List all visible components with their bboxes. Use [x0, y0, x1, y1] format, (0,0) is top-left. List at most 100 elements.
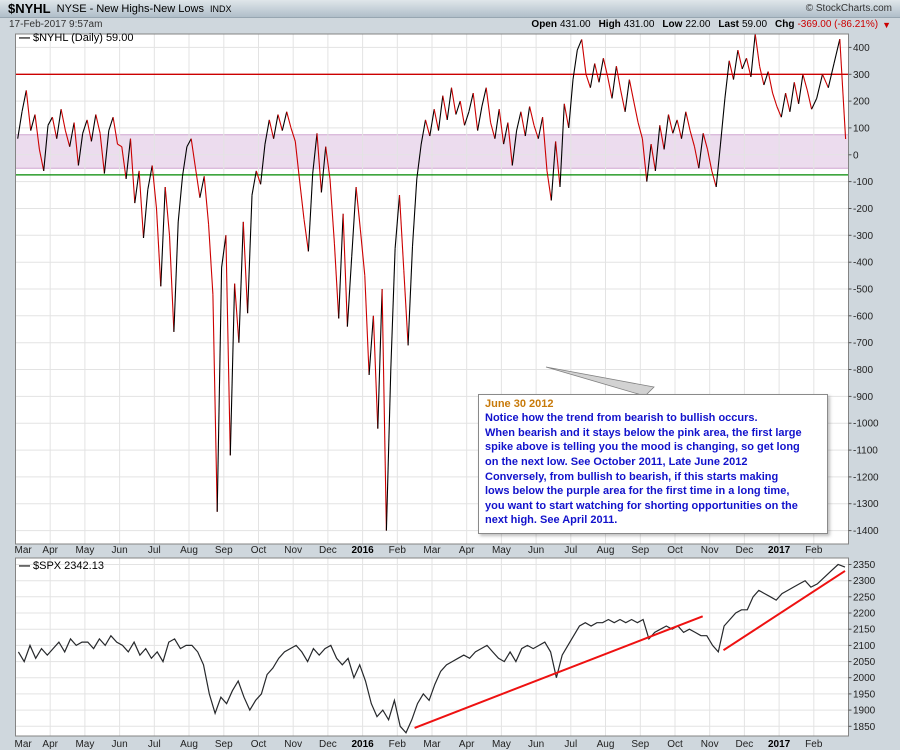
- x-axis-label: Apr: [42, 739, 58, 750]
- x-axis-label: Sep: [215, 739, 233, 750]
- y-axis-label: 100: [853, 123, 870, 134]
- open-label: Open: [531, 19, 557, 30]
- x-axis-label: May: [492, 739, 511, 750]
- high-value: 431.00: [623, 19, 655, 30]
- x-axis-label: Oct: [667, 545, 683, 556]
- y-axis-label: 1950: [853, 689, 876, 700]
- x-axis-label: Mar: [423, 545, 441, 556]
- legend-line-icon: —: [19, 32, 30, 44]
- y-axis-label: 2000: [853, 673, 876, 684]
- y-axis-label: 2250: [853, 592, 876, 603]
- high-label: High: [598, 19, 621, 30]
- y-axis-label: -600: [853, 311, 873, 322]
- down-triangle-icon: ▼: [882, 19, 891, 30]
- x-axis-label: Mar: [15, 545, 33, 556]
- open-quote: Open 431.00: [531, 19, 590, 30]
- x-axis-label: Dec: [736, 545, 754, 556]
- price-series: [17, 563, 846, 734]
- x-axis-label: 2016: [351, 545, 374, 556]
- spx-legend: — $SPX 2342.13: [19, 560, 104, 572]
- y-axis-label: -1300: [853, 499, 879, 510]
- chart-header: $NYHL NYSE - New Highs-New Lows INDX © S…: [0, 0, 900, 18]
- x-axis-label: Jul: [148, 545, 161, 556]
- high-quote: High 431.00: [599, 19, 655, 30]
- y-axis-label: 2100: [853, 641, 876, 652]
- spx-chart: 2350 2300 2250 2200 2150 2100 2050 2000 1950 1900…: [15, 557, 876, 750]
- x-axis-label: Aug: [180, 739, 198, 750]
- y-axis-label: 2050: [853, 657, 876, 668]
- x-axis-label: Jun: [528, 739, 544, 750]
- x-axis-label: Aug: [597, 545, 615, 556]
- y-axis-label: -100: [853, 177, 873, 188]
- open-value: 431.00: [559, 19, 591, 30]
- x-axis-label: 2017: [768, 739, 791, 750]
- date-time: 17-Feb-2017 9:57am: [9, 19, 103, 30]
- chg-value: -369.00 (-86.21%): [797, 19, 879, 30]
- y-axis-label: 1900: [853, 706, 876, 717]
- x-axis-label: Jul: [564, 739, 577, 750]
- last-quote: Last 59.00: [718, 19, 767, 30]
- y-axis-label: 1850: [853, 722, 876, 733]
- exchange-label: INDX: [209, 3, 232, 14]
- y-axis-label: 2300: [853, 576, 876, 587]
- x-axis-label: Oct: [251, 545, 267, 556]
- x-axis-label: Feb: [805, 739, 823, 750]
- x-axis-label: Nov: [284, 545, 302, 556]
- price-series: [17, 33, 847, 531]
- x-axis-label: Feb: [389, 545, 407, 556]
- x-axis-label: Nov: [701, 739, 719, 750]
- low-label: Low: [662, 19, 683, 30]
- low-value: 22.00: [685, 19, 711, 30]
- y-axis-label: -700: [853, 338, 873, 349]
- y-axis-label: 400: [853, 43, 870, 54]
- quote-values: Open 431.00 High 431.00 Low 22.00 Last 59.00…: [523, 19, 891, 30]
- y-axis-label: 2200: [853, 609, 876, 620]
- y-axis-label: -1000: [853, 419, 879, 430]
- y-axis-label: -900: [853, 392, 873, 403]
- x-axis-label: Feb: [389, 739, 407, 750]
- y-axis-label: 2150: [853, 625, 876, 636]
- annotation-body: Notice how the trend from bearish to bul…: [485, 412, 802, 527]
- x-axis-label: May: [75, 739, 94, 750]
- y-axis-label: -800: [853, 365, 873, 376]
- y-axis-label: 300: [853, 70, 870, 81]
- x-axis-label: May: [492, 545, 511, 556]
- y-axis-label: -200: [853, 204, 873, 215]
- x-axis-label: Nov: [701, 545, 719, 556]
- trendline: [414, 615, 704, 729]
- x-axis-label: Dec: [319, 545, 337, 556]
- chg-label: Chg: [775, 19, 795, 30]
- x-axis-label: Mar: [15, 739, 33, 750]
- x-axis-label: Aug: [597, 739, 615, 750]
- x-axis-label: Jun: [112, 739, 128, 750]
- x-axis-label: Apr: [459, 545, 475, 556]
- y-axis-label: 0: [853, 150, 859, 161]
- last-label: Last: [718, 19, 739, 30]
- x-axis-label: Jul: [148, 739, 161, 750]
- y-axis-label: -400: [853, 258, 873, 269]
- x-axis-label: Jun: [528, 545, 544, 556]
- copyright: © StockCharts.com: [805, 3, 892, 14]
- legend-line-icon: —: [19, 560, 30, 572]
- x-axis-label: Oct: [251, 739, 267, 750]
- x-axis-label: May: [75, 545, 94, 556]
- x-axis-label: Sep: [631, 739, 649, 750]
- x-axis-label: Aug: [180, 545, 198, 556]
- trendline: [722, 570, 846, 652]
- annotation-title: June 30 2012: [485, 398, 554, 410]
- y-axis-label: 2350: [853, 560, 876, 571]
- x-axis-label: Nov: [284, 739, 302, 750]
- index-name: NYSE - New Highs-New Lows: [56, 2, 204, 15]
- x-axis-label: 2016: [351, 739, 374, 750]
- x-axis-label: Oct: [667, 739, 683, 750]
- last-value: 59.00: [741, 19, 768, 30]
- x-axis-label: Sep: [215, 545, 233, 556]
- x-axis-label: Feb: [805, 545, 823, 556]
- y-axis-label: -300: [853, 231, 873, 242]
- x-axis-label: Dec: [319, 739, 337, 750]
- x-axis-label: 2017: [768, 545, 791, 556]
- nyhl-legend-label: $NYHL (Daily) 59.00: [33, 32, 134, 44]
- y-axis-label: -1100: [853, 446, 878, 457]
- x-axis-label: Apr: [459, 739, 475, 750]
